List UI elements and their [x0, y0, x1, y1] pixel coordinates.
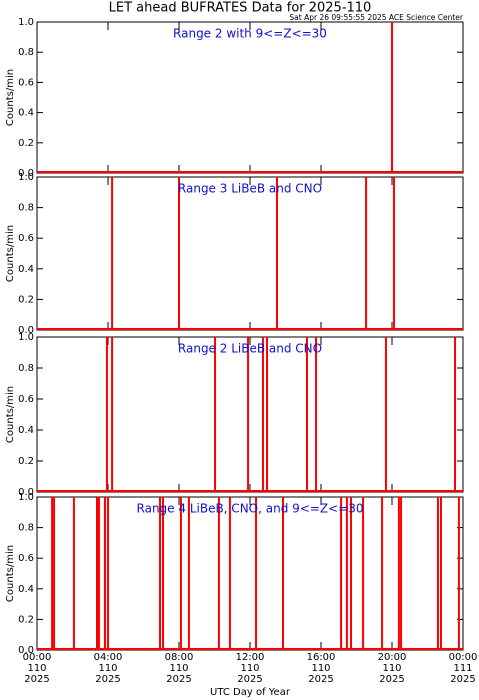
- y-tick-label: 0.6: [18, 394, 34, 405]
- y-tick-label: 0.8: [18, 363, 34, 374]
- y-tick-label: 0.8: [18, 523, 34, 534]
- y-tick-label: 0.2: [18, 138, 34, 149]
- y-axis-label: Counts/min: [5, 386, 16, 443]
- x-tick-label: 00:00: [23, 652, 52, 663]
- x-tick-label: 16:00: [307, 652, 336, 663]
- y-tick-label: 0.0: [18, 645, 34, 656]
- y-axis-label: Counts/min: [5, 69, 16, 126]
- y-tick-label: 0.4: [18, 584, 34, 595]
- y-tick-label: 0.4: [18, 264, 34, 275]
- panel-label: Range 3 LiBeB and CNO: [178, 182, 322, 196]
- x-tick-day: 110: [169, 663, 188, 674]
- y-tick-label: 0.4: [18, 108, 34, 119]
- y-tick-label: 1.0: [18, 332, 34, 343]
- x-tick-year: 2025: [237, 674, 262, 685]
- x-tick-year: 2025: [166, 674, 191, 685]
- y-tick-label: 0.8: [18, 47, 34, 58]
- y-axis-label: Counts/min: [5, 545, 16, 602]
- subtitle: Sat Apr 26 09:55:55 2025 ACE Science Cen…: [289, 13, 463, 22]
- x-tick-label: 08:00: [165, 652, 194, 663]
- x-tick-day: 110: [382, 663, 401, 674]
- y-tick-label: 1.0: [18, 172, 34, 183]
- y-axis-label: Counts/min: [5, 225, 16, 282]
- x-tick-label: 04:00: [94, 652, 123, 663]
- y-tick-label: 0.6: [18, 77, 34, 88]
- y-tick-label: 0.6: [18, 233, 34, 244]
- plot-frame: [36, 176, 464, 331]
- x-tick-day: 110: [98, 663, 117, 674]
- panel-label: Range 4 LiBeB, CNO, and 9<=Z<=30: [137, 502, 364, 516]
- x-tick-year: 2025: [379, 674, 404, 685]
- y-tick-label: 0.2: [18, 456, 34, 467]
- x-axis-label: UTC Day of Year: [210, 687, 291, 698]
- x-tick-year: 2025: [308, 674, 333, 685]
- y-tick-label: 0.4: [18, 425, 34, 436]
- y-tick-label: 1.0: [18, 492, 34, 503]
- x-tick-year: 2025: [24, 674, 49, 685]
- x-tick-label: 00:00: [449, 652, 478, 663]
- x-tick-label: 20:00: [378, 652, 407, 663]
- chart-title: LET ahead BUFRATES Data for 2025-110: [109, 1, 372, 16]
- x-tick-label: 12:00: [236, 652, 265, 663]
- x-tick-year: 2025: [95, 674, 120, 685]
- plot-frame: [36, 336, 464, 493]
- y-tick-label: 0.2: [18, 614, 34, 625]
- y-tick-label: 0.0: [18, 487, 34, 498]
- x-tick-day: 110: [311, 663, 330, 674]
- y-tick-label: 1.0: [18, 17, 34, 28]
- x-tick-day: 110: [240, 663, 259, 674]
- x-tick-day: 110: [27, 663, 46, 674]
- y-tick-label: 0.0: [18, 168, 34, 179]
- y-tick-label: 0.0: [18, 325, 34, 336]
- panel-label: Range 2 LiBeB and CNO: [178, 342, 322, 356]
- x-tick-year: 2025: [450, 674, 475, 685]
- panel-label: Range 2 with 9<=Z<=30: [173, 27, 327, 41]
- x-tick-day: 111: [453, 663, 472, 674]
- plot-frame: [36, 21, 464, 174]
- y-tick-label: 0.6: [18, 553, 34, 564]
- y-tick-label: 0.2: [18, 294, 34, 305]
- y-tick-label: 0.8: [18, 203, 34, 214]
